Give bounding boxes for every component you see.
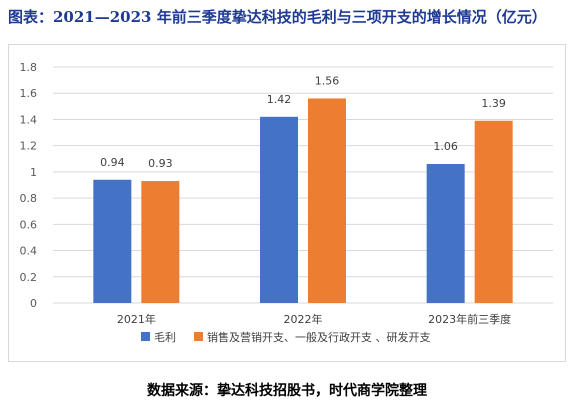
x-tick-label: 2021年 — [117, 312, 156, 326]
data-label: 1.06 — [433, 140, 458, 153]
x-tick-label: 2022年 — [284, 312, 323, 326]
data-label: 0.94 — [100, 156, 125, 169]
y-tick-label: 1.2 — [20, 140, 38, 153]
data-label: 0.93 — [148, 157, 173, 170]
bar-gross-profit — [260, 116, 298, 303]
data-label: 1.42 — [267, 93, 292, 106]
y-tick-label: 1.4 — [20, 113, 38, 126]
y-tick-label: 0 — [30, 297, 37, 310]
y-tick-label: 1.6 — [20, 87, 38, 100]
legend-swatch-gross-profit — [141, 332, 150, 341]
y-tick-label: 0.8 — [20, 192, 38, 205]
y-tick-label: 1 — [30, 166, 37, 179]
chart-title: 图表：2021—2023 年前三季度挚达科技的毛利与三项开支的增长情况（亿元） — [8, 8, 547, 26]
y-tick-label: 0.4 — [20, 245, 38, 258]
bar-chart: 0 0.2 0.4 0.6 0.8 1 1.2 1.4 1.6 1.8 0.94 0.93 2021年 1… — [20, 61, 553, 344]
chart-area: 0 0.2 0.4 0.6 0.8 1 1.2 1.4 1.6 1.8 0.94 0.93 2021年 1… — [8, 44, 566, 362]
data-label: 1.39 — [481, 97, 506, 110]
legend-swatch-expenses — [194, 332, 203, 341]
y-tick-label: 0.2 — [20, 271, 38, 284]
bar-gross-profit — [426, 164, 465, 303]
data-label: 1.56 — [315, 74, 340, 87]
bar-gross-profit — [93, 179, 132, 303]
bar-expenses — [308, 98, 346, 303]
bar-expenses — [141, 181, 180, 303]
bar-expenses — [474, 120, 513, 303]
source-note: 数据来源：挚达科技招股书，时代商学院整理 — [147, 383, 427, 399]
y-tick-label: 0.6 — [20, 218, 38, 231]
x-tick-label: 2023年前三季度 — [428, 312, 511, 326]
y-tick-label: 1.8 — [20, 61, 38, 74]
legend-label: 毛利 — [154, 331, 176, 344]
legend-label: 销售及营销开支、一般及行政开支 、研发开支 — [207, 330, 431, 344]
